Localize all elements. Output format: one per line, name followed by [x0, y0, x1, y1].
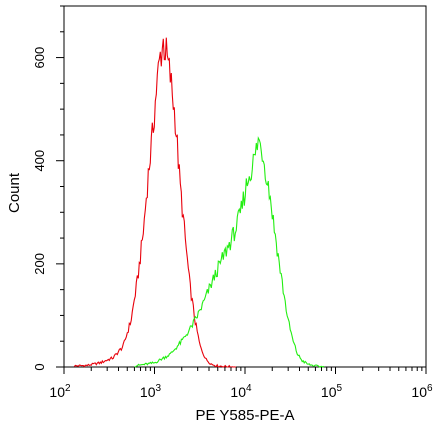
- y-tick-label: 600: [32, 47, 47, 69]
- x-tick-label: 105: [321, 383, 343, 400]
- x-tick-label: 103: [140, 383, 162, 400]
- x-tick-label: 106: [411, 383, 433, 400]
- plot-frame: [63, 5, 427, 368]
- plot-area: [63, 5, 427, 368]
- y-tick-label: 0: [32, 363, 47, 370]
- x-tick-label: 104: [230, 383, 252, 400]
- series-2-line: [134, 136, 325, 368]
- y-axis-label: Count: [6, 172, 23, 213]
- y-tick-label: 200: [32, 253, 47, 275]
- x-tick-label: 102: [49, 383, 71, 400]
- x-axis-label: PE Y585-PE-A: [196, 407, 295, 424]
- y-tick-label: 400: [32, 150, 47, 172]
- series-1-line: [73, 37, 237, 368]
- x-axis: 102 103 104 105 106: [49, 367, 433, 400]
- y-axis: 0 200 400 600: [32, 5, 64, 371]
